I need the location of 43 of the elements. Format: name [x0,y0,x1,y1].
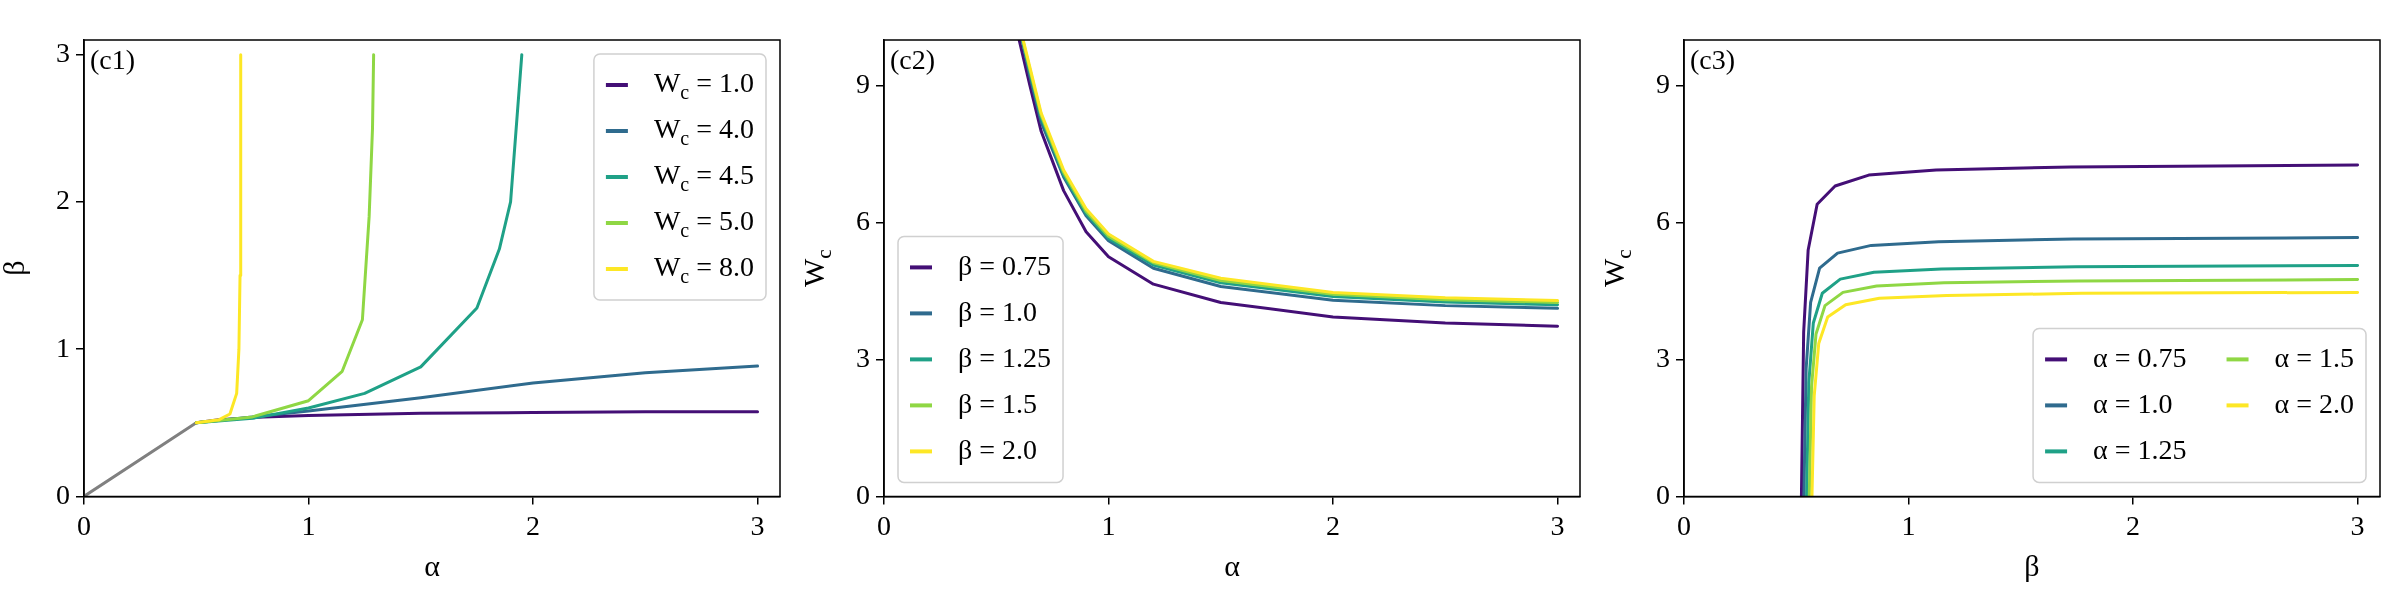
legend-label: α = 1.25 [2093,433,2187,465]
x-tick-label: 3 [2350,509,2365,541]
y-axis-title: Wc [796,249,836,288]
y-tick-label: 6 [1656,204,1670,236]
x-tick-label: 0 [877,509,891,541]
x-axis-title: β [2024,549,2040,583]
legend-label: β = 0.75 [958,249,1052,281]
x-tick-label: 0 [77,509,91,541]
legend-label: β = 2.0 [958,433,1038,465]
x-tick-label: 1 [301,509,316,541]
legend-label: β = 1.25 [958,341,1052,373]
legend-label: α = 0.75 [2093,341,2187,373]
x-tick-label: 2 [2126,509,2141,541]
x-axis-title: α [424,549,441,583]
y-tick-label: 3 [56,37,70,69]
x-tick-label: 2 [526,509,541,541]
y-tick-label: 0 [856,478,870,510]
x-tick-label: 3 [750,509,765,541]
y-tick-label: 2 [56,184,70,216]
legend-label: α = 1.0 [2093,387,2173,419]
y-tick-label: 3 [1656,341,1670,373]
y-axis-title: Wc [1596,249,1636,288]
y-tick-label: 3 [856,341,870,373]
y-axis-title: β [0,260,30,276]
y-tick-label: 9 [1656,68,1670,99]
legend-label: β = 1.0 [958,295,1038,327]
annotation: (c1) [90,44,136,76]
x-tick-label: 1 [1101,509,1116,541]
y-tick-label: 9 [856,68,870,99]
y-tick-label: 0 [1656,478,1670,510]
annotation: (c2) [890,44,936,76]
x-tick-label: 2 [1326,509,1341,541]
x-tick-label: 3 [1550,509,1565,541]
y-tick-label: 0 [56,478,70,510]
annotation: (c3) [1690,44,1736,76]
y-tick-label: 6 [856,204,870,236]
legend-label: α = 2.0 [2274,387,2355,419]
x-tick-label: 1 [1901,509,1916,541]
legend-label: α = 1.5 [2274,341,2355,373]
legend-label: β = 1.5 [958,387,1038,419]
x-axis-title: α [1224,549,1241,583]
y-tick-label: 1 [56,331,70,363]
x-tick-label: 0 [1677,509,1691,541]
